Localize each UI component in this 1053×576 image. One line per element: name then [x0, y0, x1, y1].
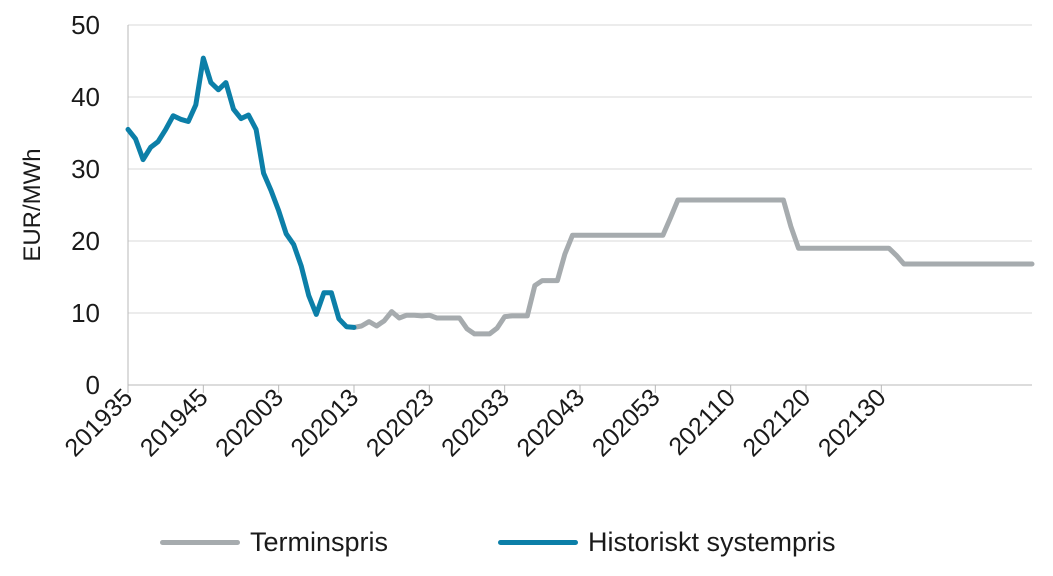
series-line-historiskt-systempris — [125, 55, 357, 330]
legend-swatch-terminspris — [160, 539, 240, 545]
legend-item-terminspris: Terminspris — [160, 522, 388, 562]
series-line-terminspris — [351, 197, 1035, 337]
x-tick-label: 202033 — [436, 383, 515, 462]
x-tick-label: 202130 — [813, 383, 892, 462]
x-tick-label: 202053 — [587, 383, 666, 462]
y-tick-label: 40 — [71, 82, 100, 112]
legend: Terminspris Historiskt systempris — [0, 522, 1053, 562]
y-tick-labels: 0 10 20 30 40 50 — [71, 10, 100, 400]
x-tick-label: 202120 — [737, 383, 816, 462]
y-tick-label: 20 — [71, 226, 100, 256]
x-tick-label: 202023 — [361, 383, 440, 462]
legend-swatch-historiskt-systempris — [498, 539, 578, 545]
y-tick-label: 30 — [71, 154, 100, 184]
x-tick-label: 202043 — [511, 383, 590, 462]
x-tick-label: 202110 — [663, 383, 740, 460]
grid-lines — [127, 24, 1032, 393]
x-tick-label: 201945 — [135, 383, 214, 462]
x-tick-label: 202003 — [210, 383, 289, 462]
y-axis-label: EUR/MWh — [19, 148, 46, 261]
y-tick-label: 50 — [71, 10, 100, 40]
legend-label-historiskt-systempris: Historiskt systempris — [588, 526, 836, 557]
x-tick-label: 202013 — [285, 383, 364, 462]
y-tick-label: 10 — [71, 298, 100, 328]
legend-item-historiskt-systempris: Historiskt systempris — [498, 522, 836, 562]
line-chart: 0 10 20 30 40 50 2019352019452020032020132020… — [19, 10, 1035, 462]
x-tick-labels: 2019352019452020032020132020232020332020… — [59, 383, 891, 462]
legend-label-terminspris: Terminspris — [250, 526, 389, 557]
y-tick-label: 0 — [86, 370, 100, 400]
series-lines — [125, 55, 1035, 337]
